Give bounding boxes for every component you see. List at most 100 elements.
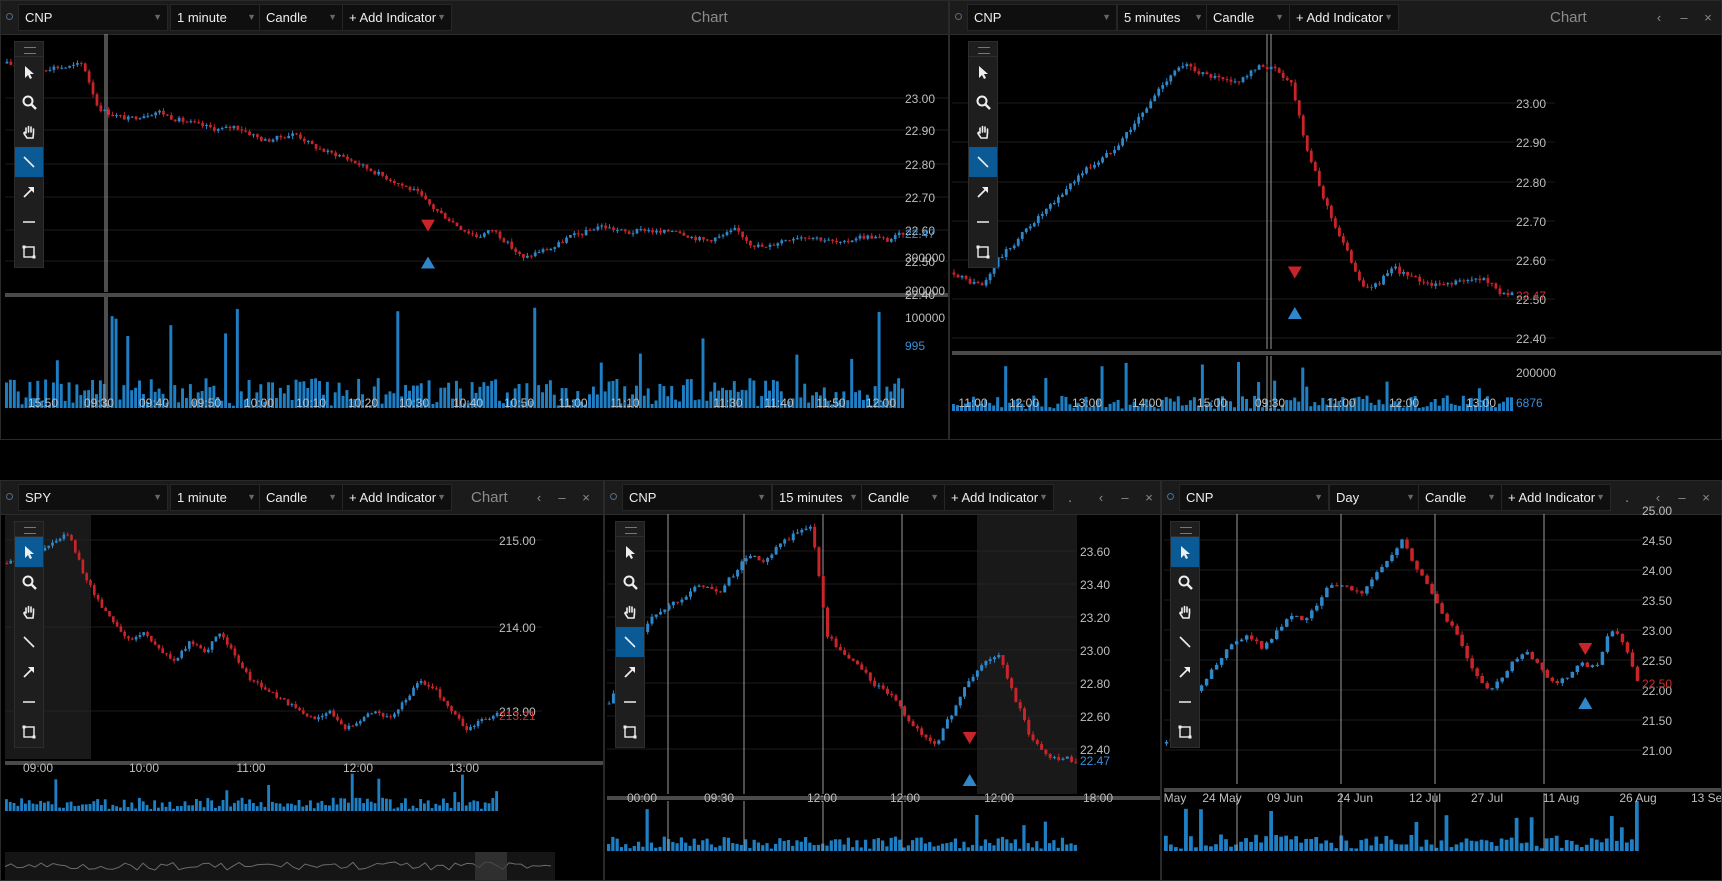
price-chart[interactable] bbox=[5, 514, 542, 759]
interval-select[interactable]: 1 minute ▼ bbox=[170, 484, 262, 511]
rectangle-tool[interactable] bbox=[1171, 717, 1199, 747]
candle bbox=[647, 227, 651, 233]
price-chart[interactable] bbox=[5, 34, 948, 292]
pointer-tool[interactable] bbox=[15, 57, 43, 87]
chart-type-select[interactable]: Candle ▼ bbox=[1206, 4, 1290, 31]
pointer-icon bbox=[25, 546, 34, 559]
volume-chart[interactable] bbox=[1164, 793, 1642, 851]
horizontal-line-tool[interactable] bbox=[15, 207, 43, 237]
zoom-tool[interactable] bbox=[15, 567, 43, 597]
pane-divider[interactable] bbox=[5, 761, 603, 765]
toolbar-grip[interactable] bbox=[969, 42, 997, 57]
symbol-select[interactable]: CNP ▼ bbox=[18, 4, 168, 31]
panel-link-icon[interactable] bbox=[6, 493, 13, 500]
symbol-select[interactable]: CNP ▼ bbox=[622, 484, 772, 511]
volume-chart[interactable] bbox=[607, 801, 1077, 851]
pan-tool[interactable] bbox=[616, 597, 644, 627]
interval-select[interactable]: 5 minutes ▼ bbox=[1117, 4, 1209, 31]
minimize-icon[interactable]: – bbox=[1121, 490, 1129, 505]
chart-type-select[interactable]: Candle ▼ bbox=[259, 4, 343, 31]
price-chart[interactable] bbox=[952, 34, 1555, 349]
add-indicator-button[interactable]: + Add Indicator ▼ bbox=[1289, 4, 1399, 31]
add-indicator-button[interactable]: + Add Indicator ▼ bbox=[342, 4, 452, 31]
minimize-icon[interactable]: – bbox=[1678, 490, 1686, 505]
line-tool[interactable] bbox=[1171, 627, 1199, 657]
interval-select[interactable]: 15 minutes ▼ bbox=[772, 484, 864, 511]
pane-divider[interactable] bbox=[607, 796, 1160, 800]
close-icon[interactable]: × bbox=[1702, 490, 1710, 505]
add-indicator-button[interactable]: + Add Indicator ▼ bbox=[944, 484, 1054, 511]
line-tool[interactable] bbox=[969, 147, 997, 177]
pane-divider[interactable] bbox=[1164, 788, 1721, 792]
arrow-tool[interactable] bbox=[1171, 657, 1199, 687]
rectangle-tool[interactable] bbox=[969, 237, 997, 267]
price-chart[interactable] bbox=[1164, 514, 1642, 784]
collapse-icon[interactable]: ‹ bbox=[536, 490, 542, 505]
panel-link-icon[interactable] bbox=[6, 13, 13, 20]
panel-link-icon[interactable] bbox=[610, 493, 617, 500]
close-icon[interactable]: × bbox=[1704, 10, 1712, 25]
horizontal-line-tool[interactable] bbox=[969, 207, 997, 237]
close-icon[interactable]: × bbox=[582, 490, 590, 505]
chart-type-select[interactable]: Candle ▼ bbox=[861, 484, 945, 511]
arrow-tool[interactable] bbox=[969, 177, 997, 207]
pane-divider[interactable] bbox=[952, 351, 1721, 355]
pointer-tool[interactable] bbox=[969, 57, 997, 87]
symbol-select[interactable]: CNP ▼ bbox=[967, 4, 1117, 31]
pan-tool[interactable] bbox=[15, 597, 43, 627]
chart-type-select[interactable]: Candle ▼ bbox=[259, 484, 343, 511]
rectangle-tool[interactable] bbox=[15, 717, 43, 747]
zoom-tool[interactable] bbox=[1171, 567, 1199, 597]
candle bbox=[799, 235, 803, 241]
horizontal-line-tool[interactable] bbox=[616, 687, 644, 717]
pointer-tool[interactable] bbox=[1171, 537, 1199, 567]
volume-chart[interactable] bbox=[952, 356, 1555, 411]
pointer-tool[interactable] bbox=[616, 537, 644, 567]
add-indicator-button[interactable]: + Add Indicator ▼ bbox=[342, 484, 452, 511]
candle bbox=[514, 247, 518, 255]
minimize-icon[interactable]: – bbox=[1680, 10, 1688, 25]
rectangle-tool[interactable] bbox=[616, 717, 644, 747]
price-chart[interactable] bbox=[607, 514, 1077, 794]
toolbar-grip[interactable] bbox=[15, 522, 43, 537]
arrow-tool[interactable] bbox=[616, 657, 644, 687]
arrow-tool[interactable] bbox=[15, 177, 43, 207]
volume-bar bbox=[1584, 844, 1589, 851]
close-icon[interactable]: × bbox=[1145, 490, 1153, 505]
volume-chart[interactable] bbox=[5, 766, 542, 811]
line-tool[interactable] bbox=[616, 627, 644, 657]
symbol-select[interactable]: SPY ▼ bbox=[18, 484, 168, 511]
arrow-tool[interactable] bbox=[15, 657, 43, 687]
horizontal-line-tool[interactable] bbox=[15, 687, 43, 717]
minimize-icon[interactable]: – bbox=[558, 490, 566, 505]
rectangle-tool[interactable] bbox=[15, 237, 43, 267]
pointer-tool[interactable] bbox=[15, 537, 43, 567]
horizontal-line-tool[interactable] bbox=[1171, 687, 1199, 717]
pan-tool[interactable] bbox=[969, 117, 997, 147]
collapse-icon[interactable]: ‹ bbox=[1656, 10, 1662, 25]
zoom-tool[interactable] bbox=[15, 87, 43, 117]
line-tool[interactable] bbox=[15, 147, 43, 177]
panel-link-icon[interactable] bbox=[955, 13, 962, 20]
volume-chart[interactable] bbox=[5, 296, 948, 408]
chart-type-select[interactable]: Candle ▼ bbox=[1418, 484, 1502, 511]
pane-divider[interactable] bbox=[5, 293, 948, 297]
collapse-icon[interactable]: ‹ bbox=[1098, 490, 1104, 505]
toolbar-grip[interactable] bbox=[1171, 522, 1199, 537]
pan-tool[interactable] bbox=[1171, 597, 1199, 627]
navigator-strip[interactable] bbox=[4, 852, 555, 880]
zoom-tool[interactable] bbox=[616, 567, 644, 597]
toolbar-grip[interactable] bbox=[616, 522, 644, 537]
panel-link-icon[interactable] bbox=[1167, 493, 1174, 500]
zoom-tool[interactable] bbox=[969, 87, 997, 117]
interval-select[interactable]: Day ▼ bbox=[1329, 484, 1421, 511]
symbol-select[interactable]: CNP ▼ bbox=[1179, 484, 1329, 511]
add-indicator-button[interactable]: + Add Indicator ▼ bbox=[1501, 484, 1611, 511]
collapse-icon[interactable]: ‹ bbox=[1655, 490, 1661, 505]
line-tool[interactable] bbox=[15, 627, 43, 657]
toolbar-grip[interactable] bbox=[15, 42, 43, 57]
pan-tool[interactable] bbox=[15, 117, 43, 147]
volume-bar bbox=[290, 399, 294, 408]
interval-select[interactable]: 1 minute ▼ bbox=[170, 4, 262, 31]
volume-bar bbox=[675, 843, 679, 851]
